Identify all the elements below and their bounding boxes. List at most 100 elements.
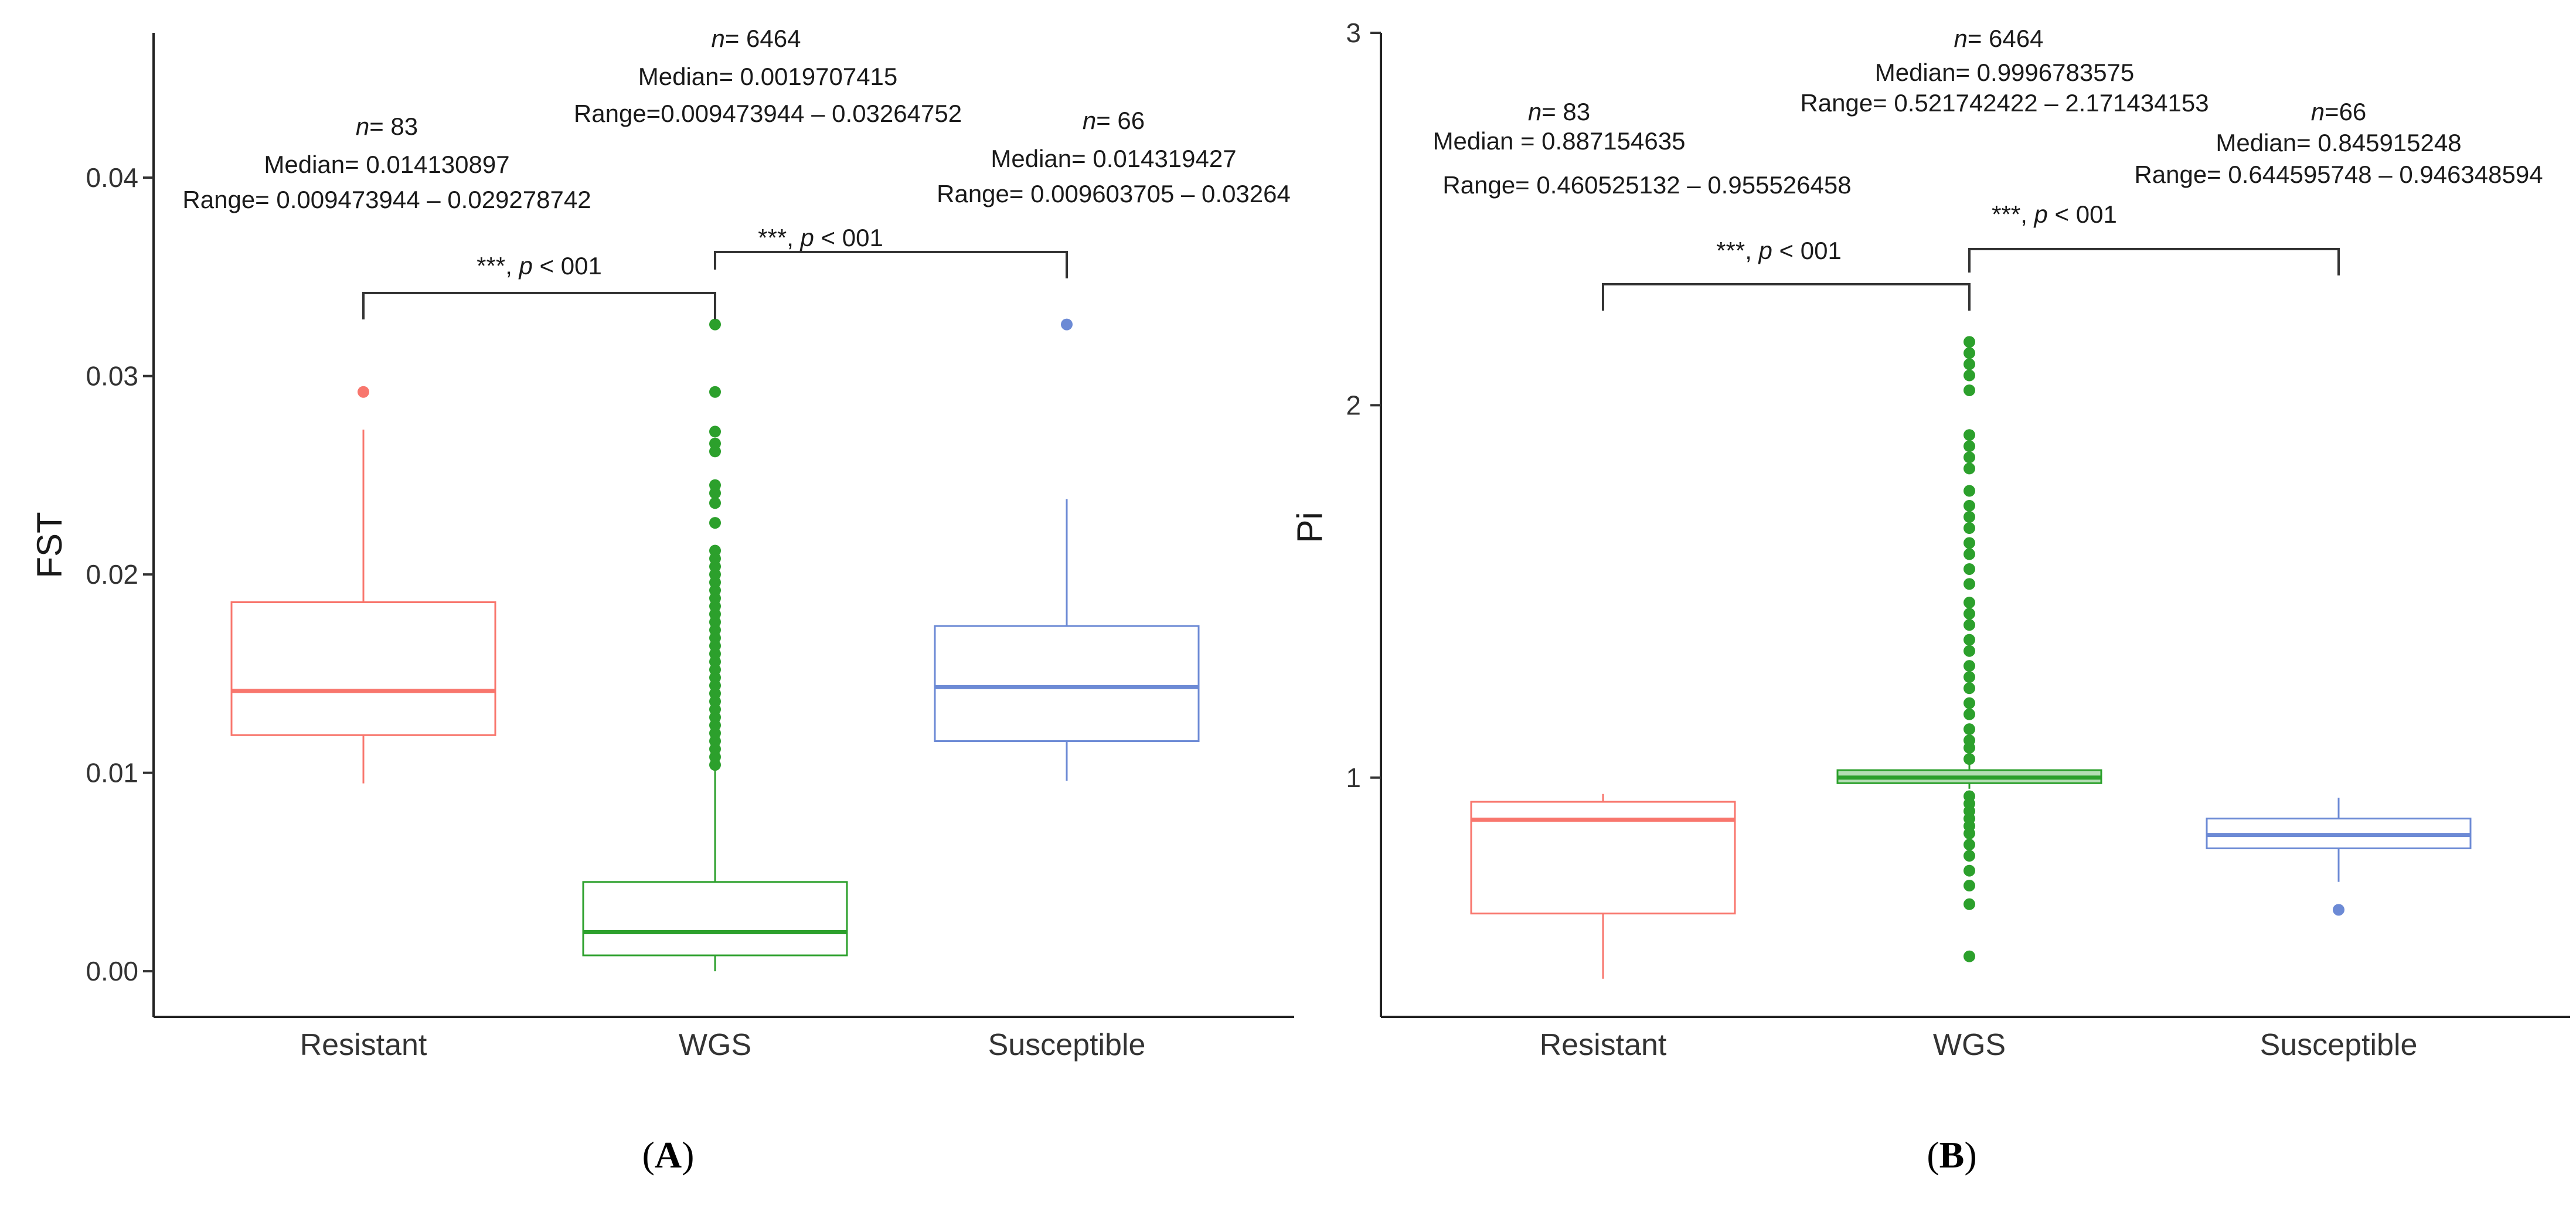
outlier-point: [1964, 660, 1975, 672]
outlier-point: [1964, 336, 1975, 348]
outlier-point: [709, 386, 721, 398]
panel-b-resistant-n: n= 83: [1528, 98, 1590, 125]
panel-a-y-axis-label: FST: [30, 512, 69, 578]
outlier-point: [358, 386, 369, 398]
panel-b-significance-label-1: ***, p < 001: [1716, 237, 1842, 264]
outlier-point: [1964, 753, 1975, 765]
panel-a-annotations: n= 83 Median= 0.014130897 Range= 0.00947…: [182, 25, 1290, 213]
panel-a-y-tick-label: 0.01: [86, 758, 138, 788]
panel-b-susceptible-range: Range= 0.644595748 – 0.946348594: [2134, 161, 2543, 188]
outlier-point: [1964, 734, 1975, 747]
outlier-point: [1964, 708, 1975, 720]
outlier-point: [709, 544, 721, 557]
panel-b-box-wgs: [1836, 336, 2102, 962]
panel-a-boxes: [230, 318, 1200, 972]
panel-a-wgs-range: Range=0.009473944 – 0.03264752: [574, 100, 962, 127]
outlier-point: [1964, 578, 1975, 590]
outlier-point: [1964, 429, 1975, 441]
panel-a-box-susceptible: [934, 318, 1200, 781]
outlier-point: [2333, 904, 2344, 916]
outlier-point: [1964, 499, 1975, 512]
outlier-point: [1964, 462, 1975, 475]
panel-b-annotations: n= 83 Median = 0.887154635 Range= 0.4605…: [1433, 25, 2543, 199]
panel-b-wgs-n: n= 6464: [1954, 25, 2044, 52]
panel-b-category-resistant: Resistant: [1540, 1028, 1667, 1062]
panel-b-susceptible-median: Median= 0.845915248: [2216, 129, 2461, 156]
panel-b-label: (B): [1927, 1134, 1976, 1176]
outlier-point: [1964, 950, 1975, 962]
outlier-point: [1964, 850, 1975, 862]
outlier-point: [709, 426, 721, 438]
outlier-point: [1964, 608, 1975, 620]
panel-a-wgs-n: n= 6464: [712, 25, 801, 52]
outlier-point: [1964, 682, 1975, 695]
box-iqr: [582, 881, 848, 956]
panel-b-y-tick-label: 2: [1346, 390, 1361, 420]
panel-b-susceptible-n: n=66: [2311, 98, 2367, 125]
outlier-point: [1964, 723, 1975, 736]
panel-a-susceptible-n: n= 66: [1083, 107, 1145, 134]
outlier-point: [1964, 358, 1975, 370]
outlier-point: [1964, 485, 1975, 497]
outlier-point: [1964, 522, 1975, 535]
panel-a-box-wgs: [582, 318, 848, 972]
outlier-point: [1964, 645, 1975, 657]
panel-b-y-tick-label: 1: [1346, 763, 1361, 793]
panel-a-bracket-resistant-wgs: [362, 292, 716, 319]
panel-b-brackets: ***, p < 001 ***, p < 001: [1602, 200, 2340, 311]
panel-b-wgs-range: Range= 0.521742422 – 2.171434153: [1800, 89, 2209, 117]
outlier-point: [1964, 384, 1975, 396]
box-iqr: [230, 601, 496, 736]
panel-a-significance-label-1: ***, p < 001: [477, 252, 602, 280]
outlier-point: [1061, 318, 1073, 331]
outlier-point: [1964, 790, 1975, 802]
outlier-point: [1964, 898, 1975, 910]
outlier-point: [709, 517, 721, 529]
panel-b-resistant-range: Range= 0.460525132 – 0.955526458: [1442, 171, 1851, 199]
panel-b-category-labels: Resistant WGS Susceptible: [1540, 1028, 2418, 1062]
panel-a-resistant-range: Range= 0.009473944 – 0.029278742: [182, 186, 591, 213]
outlier-point: [709, 437, 721, 450]
outlier-point: [1964, 864, 1975, 877]
outlier-point: [1964, 597, 1975, 609]
panel-b-significance-label-2: ***, p < 001: [1992, 200, 2117, 228]
panel-a-bracket-wgs-susceptible: [714, 251, 1068, 278]
outlier-point: [1964, 369, 1975, 382]
panel-b-y-ticks: 1 2 3: [1346, 18, 1381, 793]
outlier-point: [1964, 510, 1975, 523]
panel-b-boxes: [1470, 336, 2472, 979]
panel-a-category-resistant: Resistant: [300, 1028, 427, 1062]
panel-a-significance-label-2: ***, p < 001: [758, 224, 883, 251]
panel-a-y-tick-label: 0.00: [86, 956, 138, 986]
panel-a-label: (A): [642, 1134, 695, 1176]
panel-a-y-ticks: 0.00 0.01 0.02 0.03 0.04: [86, 162, 154, 986]
outlier-point: [1964, 548, 1975, 560]
panel-b-y-tick-label: 3: [1346, 18, 1361, 48]
panel-b: 1 2 3 Pi Resistant WGS Susceptible ***, p …: [1290, 18, 2570, 1176]
outlier-point: [1964, 697, 1975, 709]
panel-a-wgs-median: Median= 0.0019707415: [638, 63, 898, 90]
panel-b-box-resistant: [1470, 794, 1736, 979]
panel-a-y-tick-label: 0.02: [86, 559, 138, 590]
outlier-point: [1964, 347, 1975, 359]
outlier-point: [1964, 619, 1975, 631]
outlier-point: [709, 318, 721, 331]
panel-a-y-tick-label: 0.04: [86, 162, 138, 193]
outlier-point: [1964, 537, 1975, 549]
box-iqr: [934, 625, 1200, 742]
outlier-point: [1964, 671, 1975, 683]
panel-b-bracket-resistant-wgs: [1602, 283, 1971, 311]
outlier-point: [709, 479, 721, 491]
panel-a-category-labels: Resistant WGS Susceptible: [300, 1028, 1146, 1062]
panel-a-susceptible-range: Range= 0.009603705 – 0.03264: [937, 180, 1291, 207]
panel-a-resistant-n: n= 83: [356, 113, 418, 140]
panel-a: 0.00 0.01 0.02 0.03 0.04 FST Resistant WGS S…: [30, 25, 1294, 1176]
outlier-point: [1964, 634, 1975, 646]
panel-b-category-susceptible: Susceptible: [2260, 1028, 2418, 1062]
panel-a-susceptible-median: Median= 0.014319427: [991, 145, 1236, 172]
panel-b-wgs-median: Median= 0.9996783575: [1875, 59, 2135, 86]
outlier-point: [1964, 563, 1975, 575]
panel-a-category-wgs: WGS: [679, 1028, 751, 1062]
panel-a-brackets: ***, p < 001 ***, p < 001: [362, 224, 1068, 319]
